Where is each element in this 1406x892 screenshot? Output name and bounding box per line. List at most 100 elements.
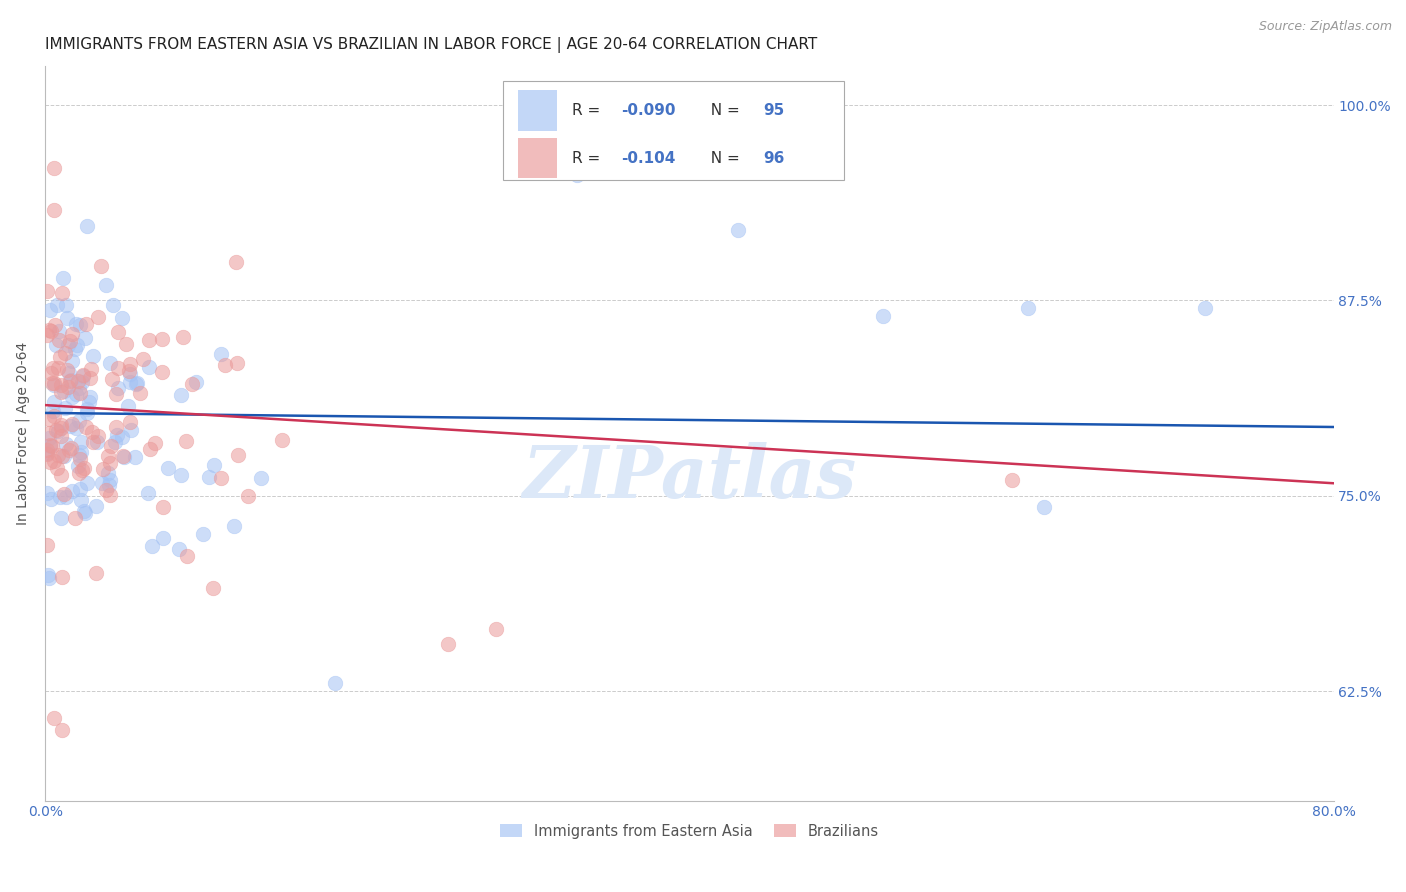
Point: [82, 425, 104, 439]
Point: [176, 549, 198, 563]
Point: [79, 371, 101, 385]
Point: [115, 337, 138, 351]
Text: N =: N =: [702, 151, 745, 166]
Point: [104, 386, 127, 401]
Point: [107, 325, 129, 339]
Point: [46, 360, 69, 375]
Point: [224, 519, 246, 533]
Point: [35, 486, 58, 500]
Point: [42, 404, 65, 418]
Point: [98, 473, 121, 487]
Point: [42, 360, 65, 375]
Point: [157, 460, 180, 475]
Point: [35, 447, 58, 461]
Point: [91, 476, 114, 491]
Point: [141, 539, 163, 553]
Point: [56, 380, 79, 394]
Point: [37, 443, 59, 458]
Point: [38, 438, 60, 452]
Point: [87, 428, 110, 442]
Point: [35, 327, 58, 342]
Point: [172, 330, 194, 344]
Point: [59, 419, 82, 434]
Point: [143, 436, 166, 450]
Point: [209, 470, 232, 484]
Point: [56, 337, 79, 351]
Point: [39, 491, 62, 506]
Point: [75, 317, 97, 331]
Point: [105, 427, 128, 442]
Point: [79, 390, 101, 404]
Point: [51, 421, 73, 435]
Point: [1032, 500, 1054, 514]
Point: [48, 324, 70, 338]
Point: [249, 470, 271, 484]
Point: [42, 454, 65, 468]
Point: [225, 255, 247, 269]
Point: [132, 351, 155, 366]
Point: [35, 284, 58, 298]
Point: [170, 468, 193, 483]
Text: Source: ZipAtlas.com: Source: ZipAtlas.com: [1258, 20, 1392, 33]
FancyBboxPatch shape: [519, 137, 557, 178]
Point: [53, 401, 76, 416]
Point: [1017, 301, 1039, 316]
Point: [152, 531, 174, 545]
Point: [51, 569, 73, 583]
Point: [52, 384, 75, 398]
Point: [167, 542, 190, 557]
Point: [111, 450, 134, 464]
Point: [44, 202, 66, 217]
Point: [872, 309, 894, 323]
Point: [44, 409, 66, 423]
Point: [111, 310, 134, 325]
Point: [565, 169, 588, 183]
Point: [80, 362, 103, 376]
Point: [209, 347, 232, 361]
Point: [1194, 301, 1216, 316]
Point: [67, 414, 90, 428]
Point: [51, 285, 73, 300]
Point: [323, 676, 346, 690]
Point: [39, 303, 62, 318]
Point: [45, 297, 67, 311]
Point: [39, 366, 62, 380]
Point: [42, 161, 65, 175]
Point: [60, 327, 83, 342]
Point: [49, 468, 72, 483]
Point: [104, 435, 127, 450]
Point: [60, 417, 83, 432]
Text: 95: 95: [763, 103, 785, 118]
Point: [60, 390, 83, 404]
Point: [49, 491, 72, 505]
Point: [66, 338, 89, 352]
Point: [198, 469, 221, 483]
Point: [72, 463, 94, 477]
Point: [65, 386, 87, 401]
Point: [46, 448, 69, 462]
Point: [56, 363, 79, 377]
Point: [76, 406, 98, 420]
Point: [48, 424, 70, 438]
Point: [49, 418, 72, 433]
Point: [136, 485, 159, 500]
Point: [204, 458, 226, 473]
Point: [120, 416, 142, 430]
Point: [139, 442, 162, 456]
Point: [58, 334, 80, 348]
Point: [69, 318, 91, 332]
Point: [138, 333, 160, 347]
Y-axis label: In Labor Force | Age 20-64: In Labor Force | Age 20-64: [15, 342, 30, 524]
Point: [51, 449, 73, 463]
Point: [169, 387, 191, 401]
Point: [67, 381, 90, 395]
Point: [98, 356, 121, 370]
Point: [120, 368, 142, 382]
Point: [49, 511, 72, 525]
Point: [107, 381, 129, 395]
Point: [118, 364, 141, 378]
Text: 96: 96: [763, 151, 785, 166]
Point: [45, 338, 67, 352]
Point: [69, 385, 91, 400]
Point: [70, 445, 93, 459]
